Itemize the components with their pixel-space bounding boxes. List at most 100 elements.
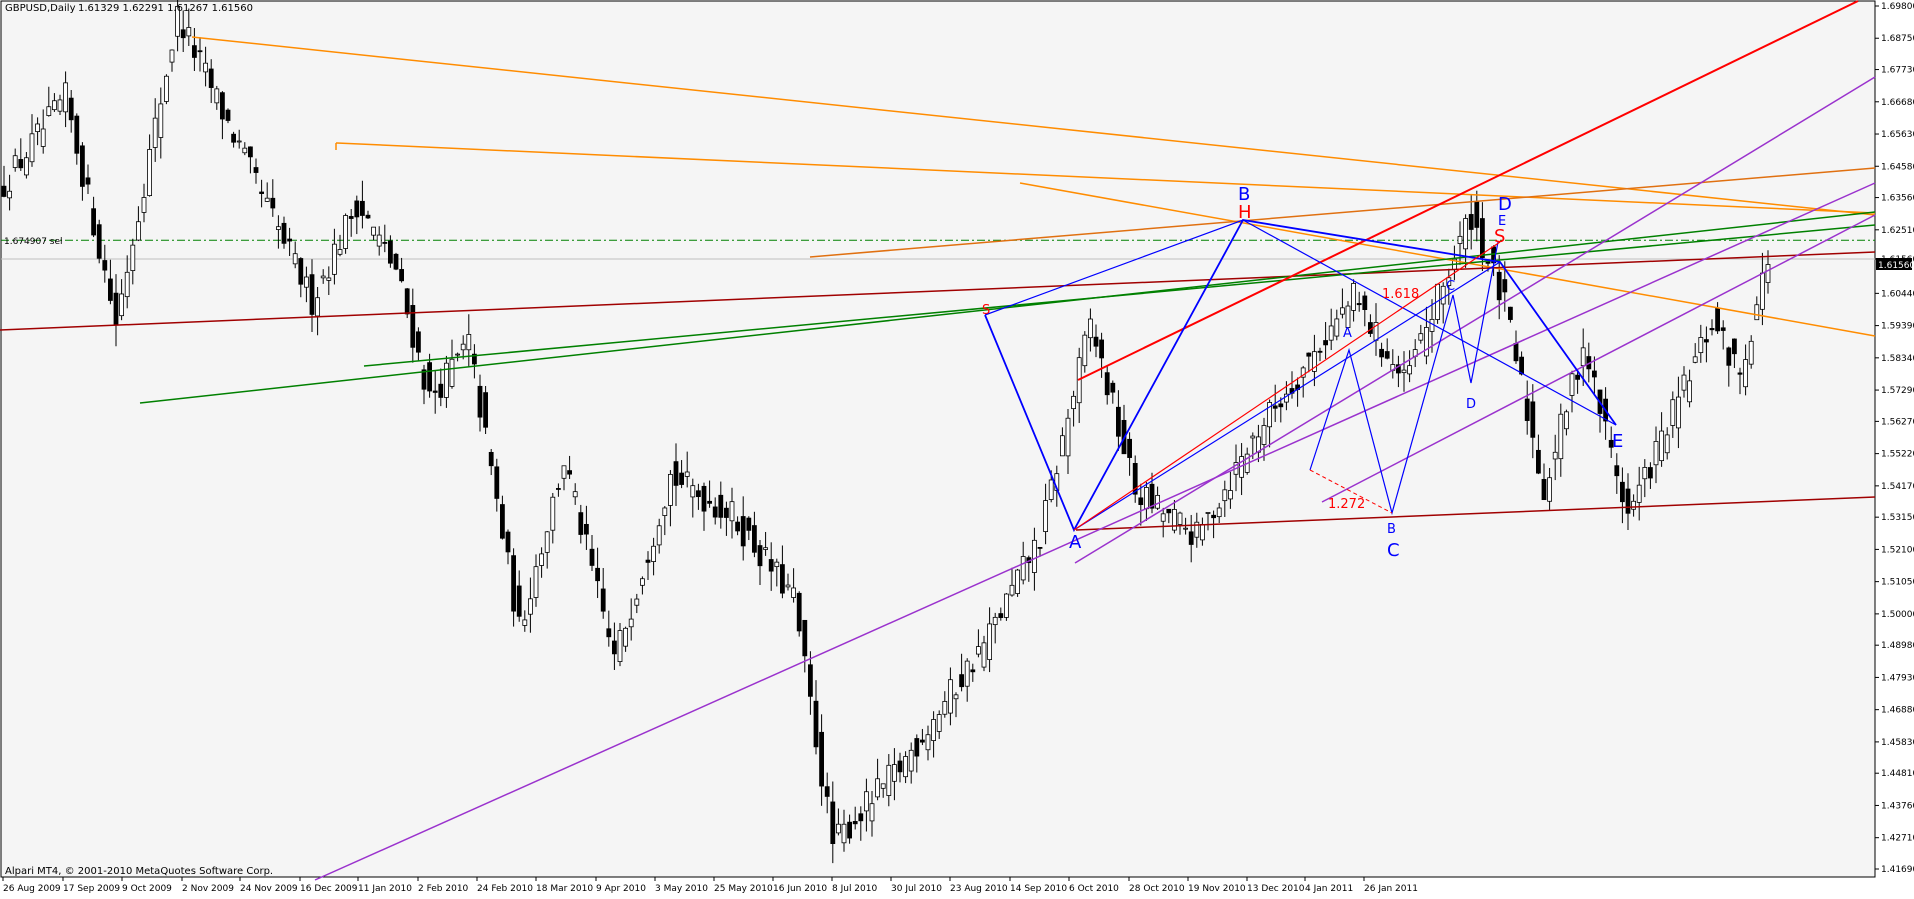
x-tick-label: 24 Nov 2009 [240, 884, 298, 894]
pattern-label: 1.272 [1328, 497, 1365, 512]
y-tick-label: 1.47930 [1881, 673, 1914, 683]
candle [1, 165, 7, 198]
candle-body [1278, 403, 1284, 408]
candle [1104, 366, 1110, 405]
candle [628, 598, 634, 641]
pattern-label: S [982, 303, 990, 318]
candle [208, 59, 214, 104]
candle [348, 209, 354, 237]
candle [180, 10, 186, 52]
candle-body [343, 215, 349, 249]
candle [359, 180, 365, 229]
candle-body [578, 512, 584, 535]
candle-body [567, 470, 572, 475]
candle-body [1468, 214, 1474, 230]
candle-body [1636, 484, 1642, 503]
candle-body [1748, 340, 1754, 365]
candle-body [1356, 303, 1362, 306]
candle-body [1653, 441, 1659, 466]
candle [1312, 334, 1317, 387]
violet-trend-line [1321, 214, 1876, 503]
pattern-label: S [1494, 226, 1505, 247]
candle-body [645, 559, 651, 563]
candle [147, 134, 153, 197]
candle-body [1250, 435, 1256, 439]
candle-body [684, 471, 690, 477]
candle-body [175, 5, 181, 37]
candle-body [35, 123, 40, 133]
candle [427, 353, 433, 398]
candle [471, 344, 477, 379]
candle-body [466, 334, 472, 351]
candle-body [354, 200, 360, 218]
candle [707, 480, 712, 508]
candle [617, 622, 623, 667]
candle [886, 754, 892, 807]
candle-body [757, 545, 763, 567]
candle-body [752, 525, 757, 553]
candle [584, 505, 589, 550]
candle [1440, 282, 1446, 324]
candle [186, 8, 192, 46]
candle-body [1345, 305, 1351, 328]
candle-body [191, 45, 197, 58]
candle [371, 226, 377, 241]
x-tick-label: 9 Oct 2009 [122, 884, 172, 894]
candle [29, 114, 35, 167]
candle [57, 94, 63, 115]
candle-body [662, 507, 668, 516]
candle-body [1737, 372, 1743, 375]
candle-body [1401, 369, 1407, 374]
candle [18, 138, 24, 171]
pattern-label: C [1387, 540, 1400, 561]
candle-body [1188, 531, 1194, 545]
candle-body [1, 185, 7, 197]
candle-body [970, 669, 976, 673]
candle-body [1726, 347, 1732, 366]
candle-body [1071, 395, 1076, 410]
candle-body [309, 274, 315, 315]
pattern-lines [984, 219, 1617, 533]
candle [612, 622, 617, 670]
candle [908, 742, 914, 784]
candle-body [813, 700, 819, 748]
candle [1754, 296, 1760, 321]
y-tick-label: 1.53150 [1881, 513, 1914, 523]
candle [516, 570, 522, 622]
candle-body [130, 244, 136, 271]
candle [124, 255, 130, 309]
y-tick-label: 1.45830 [1881, 738, 1914, 748]
candle-body [981, 642, 987, 668]
candle [656, 518, 662, 554]
candle [724, 501, 729, 536]
candle-body [1043, 500, 1048, 532]
x-tick-label: 19 Nov 2010 [1188, 884, 1246, 894]
candle-body [869, 803, 875, 822]
candle [589, 534, 595, 571]
candle-body [371, 226, 377, 236]
candle [152, 98, 158, 162]
candle-body [1659, 430, 1664, 462]
candle-body [836, 823, 841, 834]
candle [1334, 309, 1340, 341]
candle-body [651, 545, 656, 562]
candle-body [1082, 334, 1088, 367]
candle [1692, 343, 1698, 364]
candle-body [225, 109, 231, 121]
candle [242, 142, 248, 156]
candle-body [331, 243, 337, 275]
candle [1664, 427, 1670, 460]
candle-body [948, 679, 953, 714]
candle-body [1519, 356, 1524, 375]
candle-body [1496, 271, 1502, 301]
candle-body [1216, 507, 1222, 518]
candle-body [1166, 508, 1172, 514]
candle-body [1228, 490, 1233, 500]
candle-body [1323, 340, 1328, 346]
y-tick-label: 1.51050 [1881, 578, 1914, 588]
candle-body [785, 584, 791, 588]
candle-body [326, 277, 332, 281]
candle [802, 619, 808, 673]
